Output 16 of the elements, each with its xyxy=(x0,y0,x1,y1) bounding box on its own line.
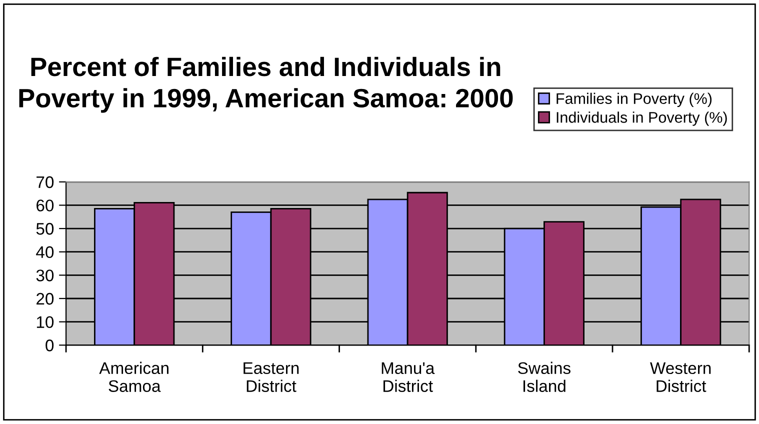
y-tick-label: 60 xyxy=(36,200,54,212)
y-tick-label: 50 xyxy=(36,222,54,235)
x-tick-label: Western District xyxy=(650,362,711,392)
x-tick-label: Eastern District xyxy=(244,362,299,392)
y-tick-label: 10 xyxy=(36,316,54,328)
x-tick-label: Manu'a District xyxy=(382,362,435,392)
y-tick-label: 20 xyxy=(36,292,54,305)
y-tick-label: 30 xyxy=(36,270,54,282)
y-tick-label: 70 xyxy=(36,176,54,188)
legend-label: Individuals in Poverty (%) xyxy=(556,112,727,126)
chart-title: Percent of Families and Individuals in Poverty in 1999, American Samoa: 2000 xyxy=(19,56,513,113)
y-tick-label: 0 xyxy=(46,340,54,352)
legend-label: Families in Poverty (%) xyxy=(556,92,712,108)
x-tick-label: Swains Island xyxy=(518,362,570,392)
x-tick-label: American Samoa xyxy=(99,362,168,392)
y-tick-label: 40 xyxy=(36,246,54,258)
